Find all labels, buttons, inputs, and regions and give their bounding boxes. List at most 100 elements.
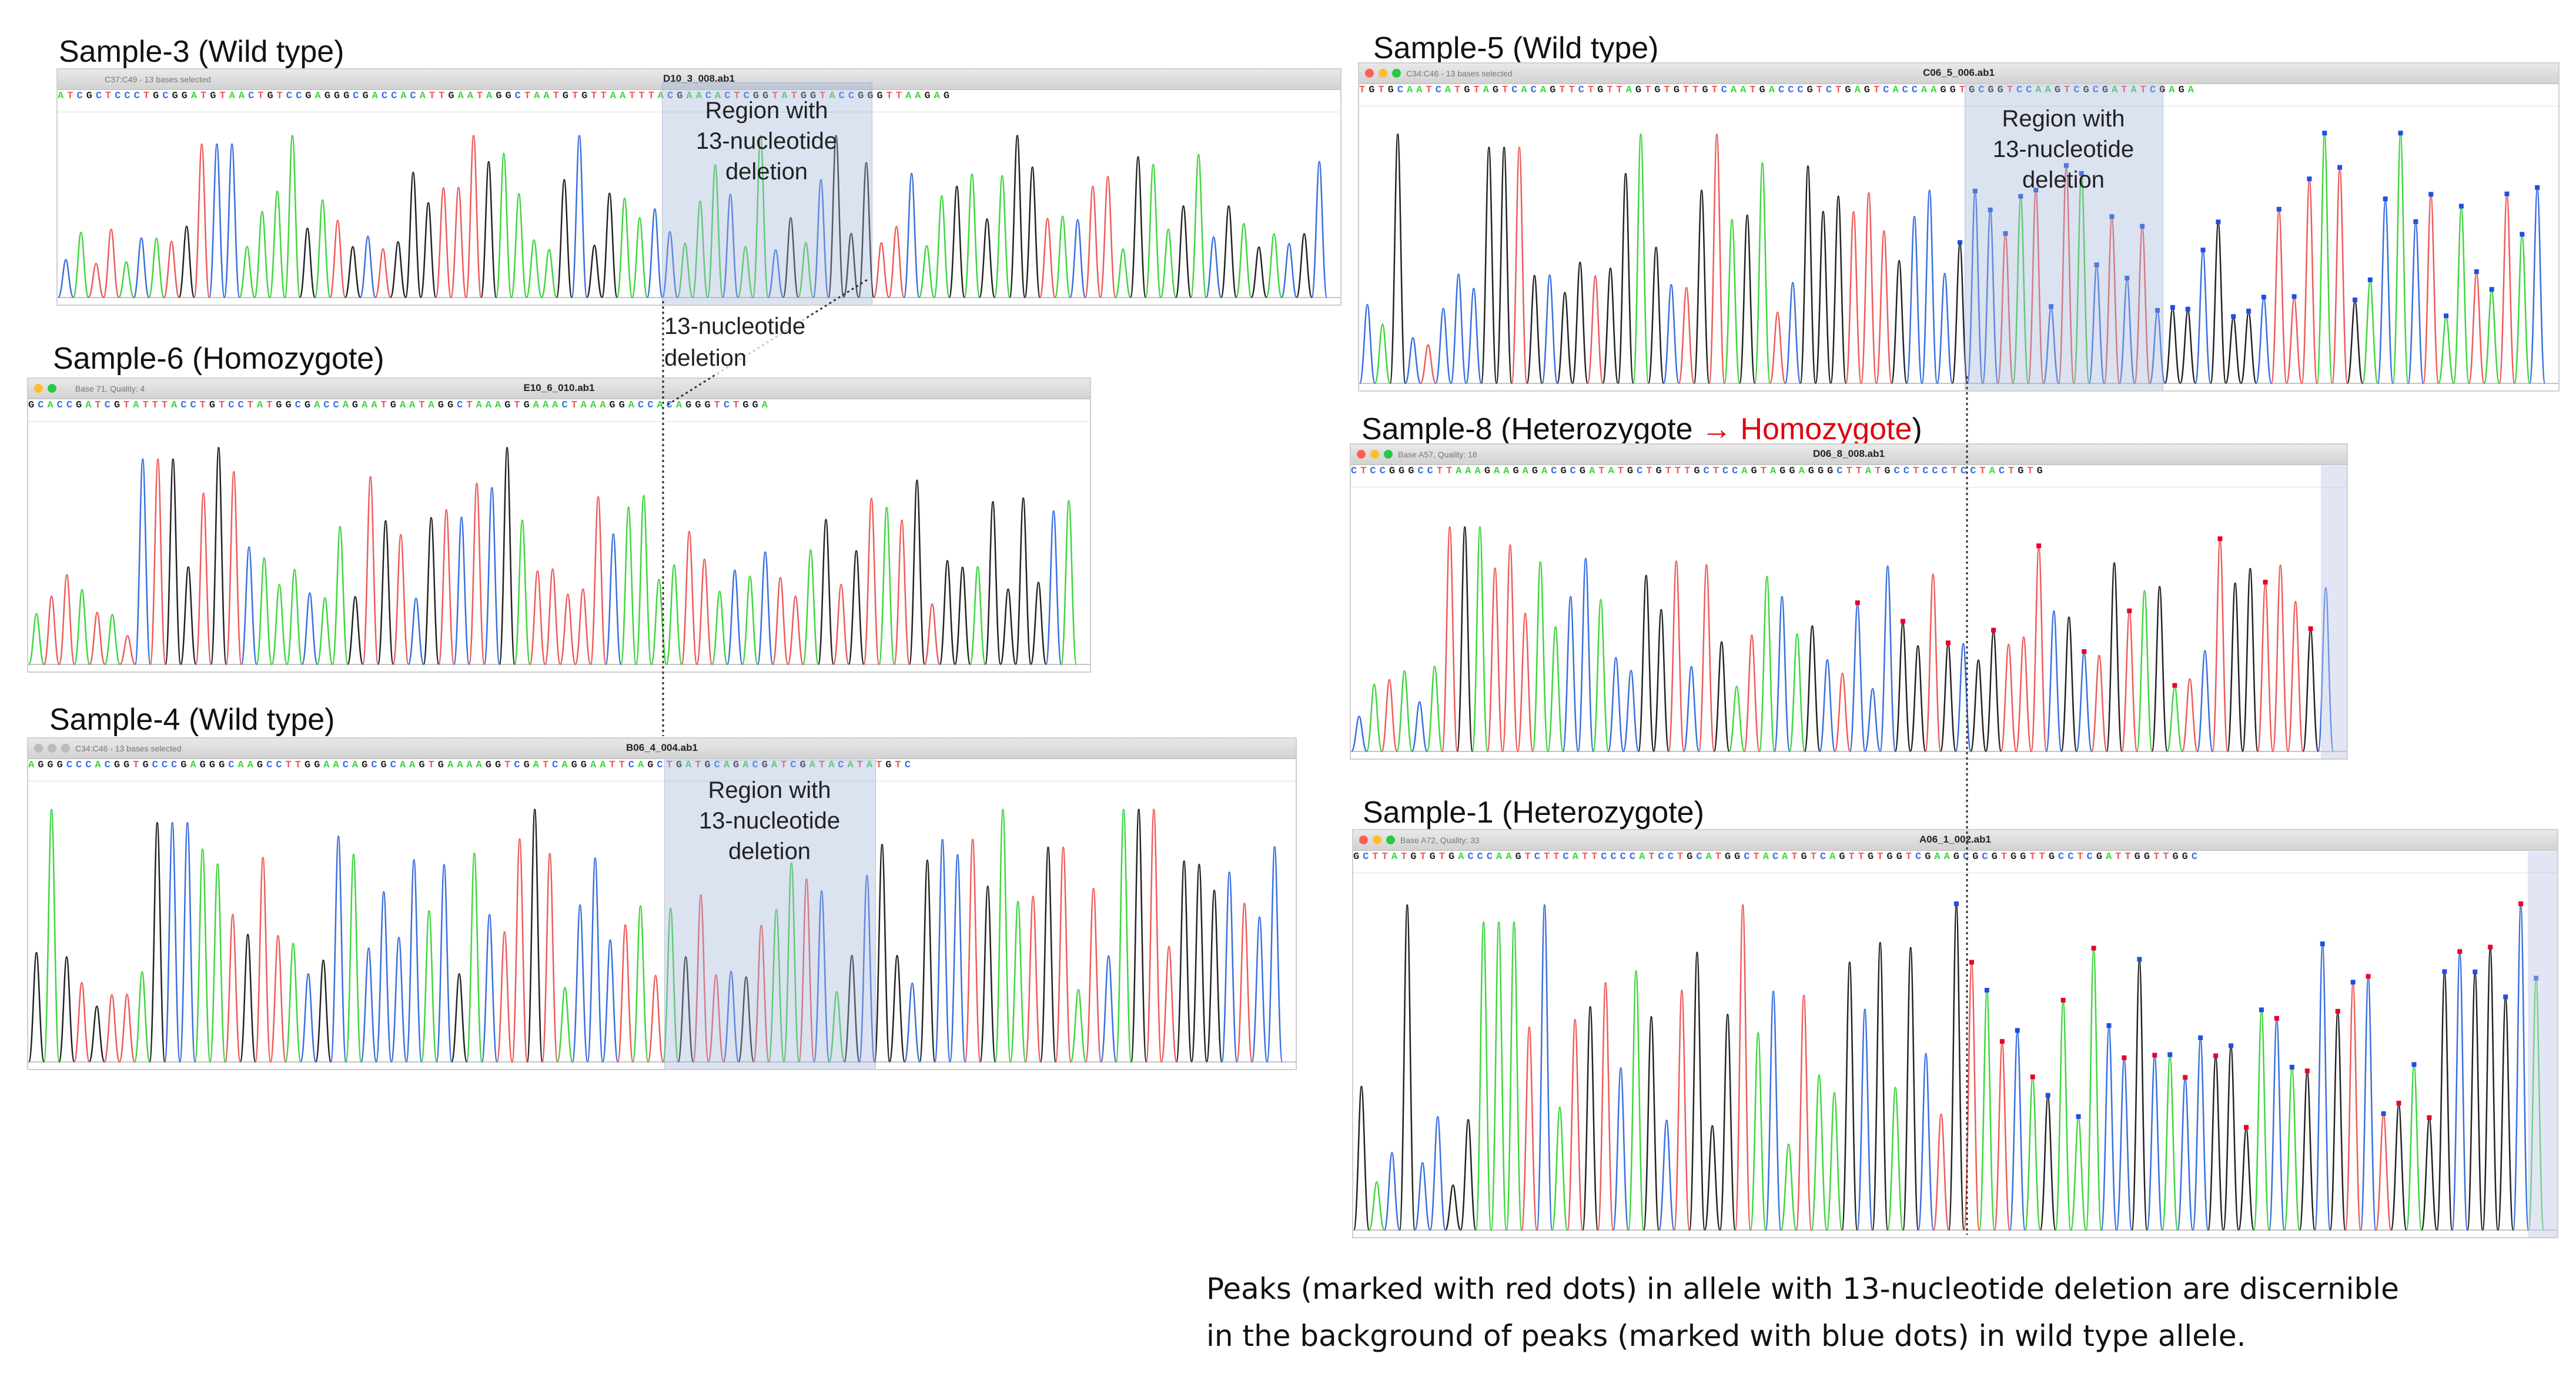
panel-title-end: ) [1912, 412, 1922, 446]
region-label-line-2: 13-nucleotide [1992, 136, 2135, 162]
base-status: Base A72, Quality: 33 [1400, 836, 1480, 845]
region-label-line-1: Region with [2002, 106, 2125, 132]
window-minimize-button[interactable] [1373, 836, 1381, 844]
viewer-titlebar[interactable]: Base A72, Quality: 33 A06_1_002.ab1 [1353, 830, 2557, 851]
trace-G [1389, 133, 2364, 385]
window-control-button[interactable] [61, 744, 70, 753]
caption-line-1: Peaks (marked with red dots) in allele w… [1206, 1272, 2399, 1306]
trace-C [163, 821, 1283, 1063]
position-ruler [1353, 864, 2557, 873]
blue-peak-marker [2534, 975, 2539, 981]
window-close-button[interactable] [1365, 69, 1374, 78]
deletion-region-highlight [662, 82, 872, 305]
blue-peak-marker [2231, 314, 2236, 319]
blue-peak-marker [2320, 941, 2325, 947]
red-peak-marker [2366, 974, 2371, 979]
blue-peak-marker [2049, 304, 2054, 309]
base-call-sequence[interactable]: AGGGCCCACGGTGCCCGAGGGCAAGCCTTGGAACAGCGCA… [28, 760, 914, 771]
deletion-region-highlight [1965, 85, 2163, 390]
window-controls[interactable] [34, 744, 70, 753]
position-ruler [1359, 98, 2558, 106]
region-label-line-1: Region with [708, 777, 831, 803]
region-label-line-3: deletion [728, 838, 811, 864]
figure-caption: Peaks (marked with red dots) in allele w… [1206, 1265, 2558, 1359]
blue-peak-marker [2140, 223, 2145, 229]
window-close-button[interactable] [1357, 450, 1366, 459]
deletion-callout-line-2: deletion [664, 345, 747, 371]
red-peak-marker [2152, 1052, 2157, 1058]
base-status: Base A57, Quality: 18 [1398, 450, 1477, 459]
window-control-button[interactable] [48, 744, 56, 753]
red-peak-marker [2304, 1068, 2310, 1074]
window-controls[interactable] [1357, 450, 1393, 459]
deletion-region-highlight [664, 760, 876, 1069]
blue-peak-marker [2458, 203, 2464, 209]
chromatogram-viewer-sample-6[interactable]: Base 71, Quality: 4 E10_6_010.ab1 GCACCG… [27, 377, 1091, 673]
window-controls[interactable] [1359, 836, 1395, 844]
chromatogram-viewer-sample-1[interactable]: Base A72, Quality: 33 A06_1_002.ab1 GCTT… [1352, 829, 2558, 1238]
blue-peak-marker [2200, 248, 2206, 253]
panel-title-text: Sample-8 (Heterozygote [1361, 412, 1702, 446]
chromatogram-viewer-sample-3[interactable]: C37:C49 - 13 bases selected D10_3_008.ab… [56, 68, 1341, 306]
blue-peak-marker [2185, 306, 2190, 312]
window-minimize-button[interactable] [1379, 69, 1387, 78]
chromatogram-viewer-sample-5[interactable]: C34:C46 - 13 bases selected C06_5_006.ab… [1358, 62, 2560, 392]
blue-peak-marker [2503, 994, 2508, 1000]
window-zoom-button[interactable] [1392, 69, 1401, 78]
red-peak-marker [1900, 619, 1905, 624]
blue-peak-marker [2259, 1007, 2264, 1013]
file-name: A06_1_002.ab1 [1919, 834, 1991, 845]
window-controls[interactable] [34, 384, 56, 393]
base-call-sequence[interactable]: GCTTATGTGTGACCCAAGTCTTCATTCCCCATCCTGCATG… [1353, 851, 2202, 863]
chromatogram-trace [28, 808, 1296, 1063]
trace-A [28, 494, 1078, 666]
trace-G [178, 135, 1313, 299]
window-zoom-button[interactable] [48, 384, 56, 393]
red-peak-marker [2396, 1101, 2401, 1106]
window-minimize-button[interactable] [1370, 450, 1379, 459]
red-peak-marker [2263, 580, 2268, 585]
blue-peak-marker [2079, 171, 2084, 176]
red-peak-marker [2127, 608, 2132, 613]
red-peak-marker [2244, 1125, 2249, 1130]
window-control-button[interactable] [34, 744, 43, 753]
window-controls[interactable] [1365, 69, 1401, 78]
blue-peak-marker [2109, 214, 2115, 219]
viewer-titlebar[interactable]: C34:C46 - 13 bases selected C06_5_006.ab… [1359, 64, 2558, 84]
file-name: B06_4_004.ab1 [626, 742, 698, 753]
base-call-sequence[interactable]: TGTGCAATCATGTAGTCACAGTTCTGTTAGTGTGTTGTCA… [1359, 85, 2197, 96]
viewer-titlebar[interactable]: Base A57, Quality: 18 D06_8_008.ab1 [1351, 445, 2347, 465]
red-peak-marker [1855, 600, 1860, 606]
blue-peak-marker [2291, 294, 2297, 299]
window-zoom-button[interactable] [1386, 836, 1395, 844]
blue-peak-marker [2381, 1111, 2386, 1116]
window-minimize-button[interactable] [34, 384, 43, 393]
viewer-titlebar[interactable]: C34:C46 - 13 bases selected B06_4_004.ab… [28, 739, 1296, 759]
blue-peak-marker [2155, 308, 2160, 313]
red-peak-marker [2213, 1053, 2219, 1058]
position-ruler [1351, 479, 2347, 487]
blue-peak-marker [2367, 277, 2373, 282]
window-close-button[interactable] [1359, 836, 1368, 844]
red-peak-marker [2091, 945, 2096, 951]
base-call-sequence[interactable]: ATCGCTCCCTGCGGATGTAACTGTCCGAGGGCGACCACAT… [58, 91, 954, 102]
region-label-line-3: deletion [2022, 167, 2105, 193]
viewer-titlebar[interactable]: Base 71, Quality: 4 E10_6_010.ab1 [28, 379, 1090, 399]
chromatogram-trace [28, 447, 1090, 666]
base-call-sequence[interactable]: GCACCGATCGTATTTACCTGTCCTATGGCGACCAGAATGA… [28, 400, 771, 411]
region-label: Region with 13-nucleotide deletion [662, 95, 871, 187]
blue-peak-marker [2063, 163, 2069, 168]
blue-peak-marker [2229, 1043, 2234, 1048]
window-zoom-button[interactable] [1384, 450, 1393, 459]
chromatogram-viewer-sample-8[interactable]: Base A57, Quality: 18 D06_8_008.ab1 CTCC… [1350, 443, 2348, 760]
viewer-titlebar[interactable]: C37:C49 - 13 bases selected D10_3_008.ab… [58, 69, 1340, 90]
panel-title-sample-8: Sample-8 (Heterozygote → Homozygote) [1361, 414, 1922, 445]
blue-peak-marker [2094, 262, 2099, 268]
scroll-edge-highlight [2528, 851, 2557, 1237]
base-call-sequence[interactable]: CTCCGGGCCTTAAAGAAGAGACGCGATATGCTGTTTGCTC… [1351, 466, 2046, 477]
blue-peak-marker [2473, 969, 2478, 974]
red-peak-marker [1946, 640, 1951, 646]
chromatogram-viewer-sample-4[interactable]: C34:C46 - 13 bases selected B06_4_004.ab… [27, 737, 1297, 1070]
blue-peak-marker [2322, 131, 2327, 136]
trace-C [1359, 188, 2546, 385]
